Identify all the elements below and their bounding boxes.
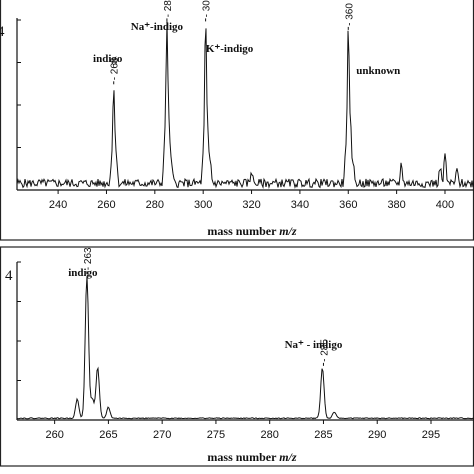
peak-point [202, 159, 204, 161]
panel-bottom-spectrum: 4 260 265 270 275 280 285 290 295 - 263 - 285 ind… [0, 246, 474, 467]
peak-point [91, 399, 93, 401]
peak-point [171, 167, 173, 169]
x-tick-label: 340 [291, 199, 309, 211]
peak-point [169, 133, 171, 135]
peak-point [439, 167, 441, 169]
peak-mz-label: - 263 [110, 57, 121, 80]
panel-bottom-frame [0, 246, 474, 467]
peak-point [108, 407, 110, 409]
x-tick-label: 275 [207, 429, 225, 441]
peak-mz-label: - 285 [163, 0, 174, 17]
peak-point [115, 154, 117, 156]
x-tick-label: 260 [97, 199, 115, 211]
peak-point [113, 86, 115, 88]
peak-point [352, 164, 354, 166]
peak-name-label: Na⁺ - indigo [285, 339, 343, 351]
peak-name-label: K⁺-indigo [206, 43, 254, 55]
x-tick-label: 270 [153, 429, 171, 441]
peak-mz-label: - 263 [83, 247, 94, 270]
peak-point [210, 164, 212, 166]
peak-point [207, 142, 209, 144]
panel-top-spectrum: 4 240 260 280 300 320 340 360 380 400 - 263 - 285… [0, 0, 474, 241]
peak-point [97, 367, 99, 369]
panel-top-spectrum-line [16, 21, 474, 189]
peak-point [350, 133, 352, 135]
panel-bottom-number: 4 [5, 268, 13, 284]
peak-point [333, 411, 335, 413]
x-tick-label: 280 [261, 429, 279, 441]
peak-mz-label: - 360 [344, 3, 355, 26]
peak-mz-label: - 301 [202, 0, 213, 17]
peak-point [444, 154, 446, 156]
peak-point [345, 150, 347, 152]
peak-mz-label: - 285 [319, 339, 330, 362]
peak-point [111, 167, 113, 169]
x-tick-label: 290 [368, 429, 386, 441]
peak-point [205, 23, 207, 25]
peak-point [401, 164, 403, 166]
peak-name-label: unknown [356, 65, 400, 77]
peak-name-label: indigo [93, 53, 123, 65]
x-tick-label: 265 [99, 429, 117, 441]
panel-top-x-axis-title: mass number m/z [207, 224, 296, 238]
peak-point [76, 399, 78, 401]
x-tick-label: 400 [436, 199, 454, 211]
peak-point [164, 147, 166, 149]
x-tick-label: 300 [194, 199, 212, 211]
peak-name-label: indigo [68, 267, 98, 279]
panel-top-number: 4 [0, 24, 5, 40]
x-tick-label: 380 [387, 199, 405, 211]
peak-point [347, 31, 349, 33]
x-tick-label: 285 [314, 429, 332, 441]
x-tick-label: 280 [146, 199, 164, 211]
peak-name-label: Na⁺-indigo [131, 21, 184, 33]
x-tick-label: 295 [422, 429, 440, 441]
x-tick-label: 260 [45, 429, 63, 441]
x-tick-label: 360 [339, 199, 357, 211]
x-tick-label: 320 [242, 199, 260, 211]
panel-bottom-spectrum-line [17, 276, 474, 420]
panel-bottom-x-axis-title: mass number m/z [207, 450, 296, 464]
peak-point [322, 367, 324, 369]
peak-point [456, 171, 458, 173]
peak-point [251, 171, 253, 173]
x-tick-label: 240 [49, 199, 67, 211]
